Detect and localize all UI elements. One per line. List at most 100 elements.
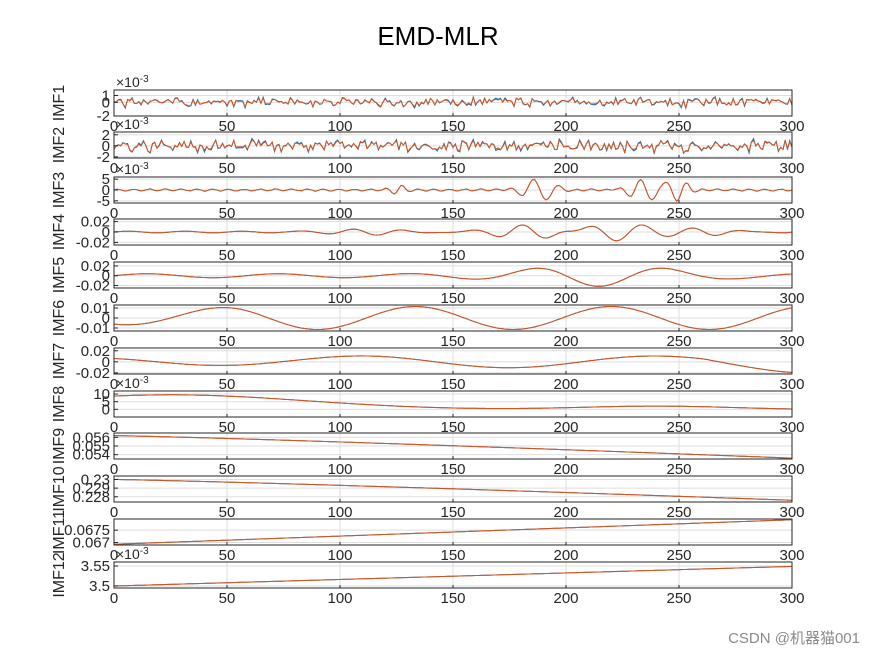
y-tick-label: 1 [102,87,110,104]
y-axis-label: IMF9 [51,428,68,465]
series-line-predicted [113,95,793,110]
panel-imf5: 0 50 100 150 200 250 300 0.020-0.02 IMF5 [51,257,805,307]
x-tick-label: 250 [666,590,691,607]
x-tick-label: 100 [327,205,352,222]
x-tick-label: 100 [327,333,352,350]
y-tick-label: 2 [102,127,110,144]
x-tick-label: 100 [327,419,352,436]
y-tick-label: 0 [102,224,110,241]
y-tick-label: 0.228 [72,489,110,506]
series-line-predicted [114,435,793,459]
series-line-predicted [113,138,793,155]
exponent-label: ×10-3 [116,116,149,132]
x-tick-label: 50 [219,504,236,521]
x-tick-label: 250 [666,290,691,307]
y-tick-label: 0 [102,354,110,371]
x-tick-label: 200 [553,419,578,436]
x-tick-label: 0 [110,118,118,135]
y-axis-label: IMF6 [51,300,68,337]
y-tick-label: -0.02 [76,234,110,251]
x-tick-label: 250 [666,376,691,393]
series-line-predicted [113,224,793,242]
y-tick-label: 0.229 [72,480,110,497]
x-tick-label: 0 [110,333,118,350]
y-tick-label: 10 [93,386,110,403]
y-tick-label: -2 [97,149,110,166]
y-axis-label: IMF12 [51,552,68,597]
x-tick-label: 0 [110,547,118,564]
x-tick-label: 150 [440,247,465,264]
x-tick-label: 300 [779,333,804,350]
x-tick-label: 200 [553,333,578,350]
x-tick-label: 200 [553,376,578,393]
panel-imf12: 0 50 100 150 200 250 300 3.55 3.5 ×10-3 IMF12 [51,546,805,607]
panel-imf6: 0 50 100 150 200 250 300 0.010-0.01 IMF6 [51,300,805,350]
x-tick-label: 300 [779,590,804,607]
x-tick-label: 250 [666,247,691,264]
x-tick-label: 250 [666,205,691,222]
series-line-predicted [113,394,793,410]
y-tick-label: 3.5 [89,578,110,595]
series-line-predicted [113,355,793,373]
y-tick-label: 0.054 [72,447,110,464]
x-tick-label: 250 [666,461,691,478]
x-tick-label: 150 [440,461,465,478]
panel-imf2: 0 50 100 150 200 250 300 20-2 ×10-3 IMF2 [51,116,805,177]
y-tick-label: 0 [102,182,110,199]
y-tick-label: 0 [102,268,110,285]
x-tick-label: 150 [440,290,465,307]
x-tick-label: 50 [219,547,236,564]
y-tick-label: 0.056 [72,429,110,446]
x-tick-label: 200 [553,247,578,264]
y-axis-label: IMF11 [51,510,68,554]
x-tick-label: 0 [110,376,118,393]
x-tick-label: 150 [440,160,465,177]
y-tick-label: 0 [102,401,110,418]
x-tick-label: 200 [553,547,578,564]
x-tick-label: 300 [779,205,804,222]
x-tick-label: 50 [219,205,236,222]
x-tick-label: 100 [327,504,352,521]
y-tick-label: 3.55 [81,558,110,575]
x-tick-label: 100 [327,290,352,307]
y-tick-label: 0.055 [72,438,110,455]
x-tick-label: 250 [666,118,691,135]
x-tick-label: 100 [327,590,352,607]
x-tick-label: 0 [110,290,118,307]
x-tick-label: 150 [440,376,465,393]
x-tick-label: 100 [327,118,352,135]
x-tick-label: 250 [666,419,691,436]
x-tick-label: 300 [779,118,804,135]
x-tick-label: 50 [219,333,236,350]
y-tick-label: -2 [97,108,110,125]
x-tick-label: 300 [779,419,804,436]
x-tick-label: 200 [553,290,578,307]
series-line-predicted [113,306,793,330]
x-tick-label: 0 [110,419,118,436]
x-tick-label: 300 [779,547,804,564]
series-line-predicted [114,479,793,501]
watermark: CSDN @机器猫001 [728,630,860,647]
x-tick-label: 250 [666,547,691,564]
y-tick-label: -0.02 [76,365,110,382]
x-tick-label: 0 [110,205,118,222]
x-tick-label: 150 [440,504,465,521]
series-line-predicted [113,267,793,287]
x-tick-label: 0 [110,247,118,264]
y-axis-label: IMF5 [51,257,68,294]
y-axis-label: IMF10 [51,466,68,511]
x-tick-label: 250 [666,504,691,521]
x-tick-label: 100 [327,376,352,393]
chart-title: EMD-MLR [377,21,498,51]
x-tick-label: 100 [327,547,352,564]
x-tick-label: 200 [553,118,578,135]
exponent-label: ×10-3 [116,375,149,391]
x-tick-label: 50 [219,419,236,436]
x-tick-label: 50 [219,247,236,264]
y-tick-label: 0.067 [72,535,110,552]
panel-imf4: 0 50 100 150 200 250 300 0.020-0.02 IMF4 [51,214,805,264]
y-tick-label: 0 [102,94,110,111]
